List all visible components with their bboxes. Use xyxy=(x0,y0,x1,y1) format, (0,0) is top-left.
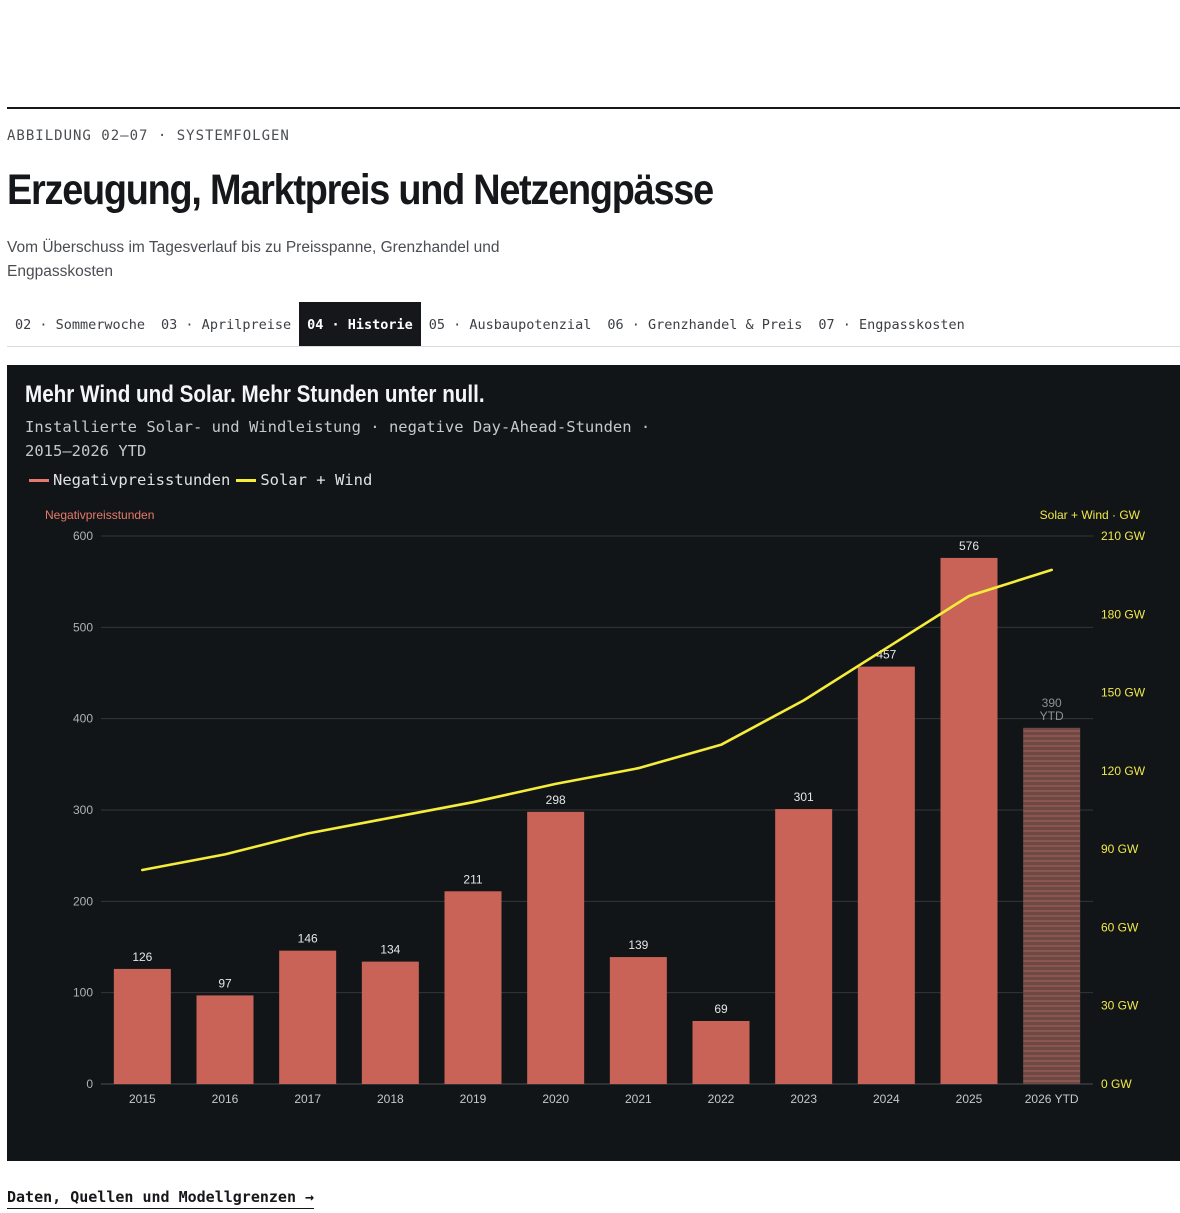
bar xyxy=(113,968,171,1084)
x-axis-tick-label: 2016 xyxy=(212,1092,239,1106)
header-rule xyxy=(7,107,1180,109)
bar xyxy=(940,557,998,1084)
x-axis-tick-label: 2015 xyxy=(129,1092,156,1106)
chart-subtitle: Installierte Solar- und Windleistung · n… xyxy=(25,418,651,460)
tab-sommerwoche[interactable]: 02 · Sommerwoche xyxy=(15,317,146,333)
tab-historie[interactable]: 04 · Historie xyxy=(299,302,421,346)
x-axis-tick-label: 2020 xyxy=(542,1092,569,1106)
bar-value-label: 126 xyxy=(132,950,152,964)
x-axis-tick-label: 2023 xyxy=(790,1092,817,1106)
tab-ausbaupotenzial[interactable]: 05 · Ausbaupotenzial xyxy=(428,317,592,333)
line-solar-wind xyxy=(141,568,1053,872)
right-axis-tick-label: 120 GW xyxy=(1101,764,1146,778)
page-subtitle: Vom Überschuss im Tagesverlauf bis zu Pr… xyxy=(7,239,500,280)
left-axis-tick-label: 200 xyxy=(73,894,93,908)
left-axis-tick-label: 100 xyxy=(73,986,93,1000)
right-axis-tick-label: 0 GW xyxy=(1101,1077,1132,1091)
legend-label: Negativpreisstunden xyxy=(53,471,231,489)
x-axis-tick-label: 2024 xyxy=(873,1092,900,1106)
right-axis-tick-label: 180 GW xyxy=(1101,607,1146,621)
tab-aprilpreise[interactable]: 03 · Aprilpreise xyxy=(161,317,292,333)
bar xyxy=(361,961,419,1084)
bar-partial-year xyxy=(1023,727,1081,1084)
tab-grenzhandel-preis[interactable]: 06 · Grenzhandel & Preis xyxy=(607,317,803,333)
page-title: Erzeugung, Marktpreis und Netzengpässe xyxy=(7,166,714,214)
legend-swatch-bar xyxy=(29,478,49,482)
data-sources-link[interactable]: Daten, Quellen und Modellgrenzen → xyxy=(7,1188,315,1209)
bar-value-label: 69 xyxy=(714,1002,728,1016)
x-axis-tick-label: 2019 xyxy=(460,1092,487,1106)
bar xyxy=(692,1020,750,1084)
left-axis-title: Negativpreisstunden xyxy=(45,508,154,522)
legend-item-negativpreisstunden: Negativpreisstunden xyxy=(29,471,230,489)
bar-value-label: 134 xyxy=(380,943,400,957)
x-axis-tick-label: 2022 xyxy=(708,1092,735,1106)
chart-panel: Mehr Wind und Solar. Mehr Stunden unter … xyxy=(7,365,1180,1161)
right-axis-tick-label: 150 GW xyxy=(1101,686,1146,700)
legend-label: Solar + Wind xyxy=(260,471,373,489)
right-axis-title: Solar + Wind · GW xyxy=(1040,508,1141,522)
bar-value-label: 298 xyxy=(546,793,566,807)
left-axis-tick-label: 0 xyxy=(86,1077,93,1091)
bar-value-label: 97 xyxy=(218,976,232,990)
legend-swatch-line xyxy=(236,478,257,482)
right-axis-tick-label: 210 GW xyxy=(1101,529,1146,543)
right-axis-tick-label: 90 GW xyxy=(1101,842,1139,856)
x-axis-tick-label: 2026 YTD xyxy=(1025,1092,1079,1106)
left-axis-tick-label: 400 xyxy=(73,712,93,726)
bar-value-label: 211 xyxy=(463,872,482,886)
chart-title: Mehr Wind und Solar. Mehr Stunden unter … xyxy=(25,381,485,408)
bar xyxy=(857,666,915,1084)
bar xyxy=(775,809,833,1084)
combo-chart: Negativpreisstunden Solar + Wind · GW 0 100… xyxy=(45,508,1146,1106)
bar-value-label: 576 xyxy=(959,539,979,553)
left-axis-tick-label: 500 xyxy=(73,620,93,634)
bar xyxy=(609,957,667,1084)
legend-item-solar-wind: Solar + Wind xyxy=(236,471,372,489)
figure-eyebrow: ABBILDUNG 02–07 · SYSTEMFOLGEN xyxy=(7,128,290,144)
bar-partial-note: YTD xyxy=(1040,709,1064,723)
chart-legend: Negativpreisstunden Solar + Wind xyxy=(29,471,378,489)
bar-value-label: 390 xyxy=(1042,696,1062,710)
figure-tabs: 02 · Sommerwoche 03 · Aprilpreise 04 · H… xyxy=(7,302,1180,347)
bar xyxy=(527,811,585,1084)
x-axis-tick-label: 2018 xyxy=(377,1092,404,1106)
right-axis-tick-label: 60 GW xyxy=(1101,920,1139,934)
bar xyxy=(444,891,502,1084)
right-axis-tick-label: 30 GW xyxy=(1101,999,1139,1013)
bar-value-label: 146 xyxy=(298,932,318,946)
left-axis-tick-label: 300 xyxy=(73,803,93,817)
tab-engpasskosten[interactable]: 07 · Engpasskosten xyxy=(818,317,965,333)
bar xyxy=(196,995,254,1084)
bar-value-label: 301 xyxy=(794,790,814,804)
bar xyxy=(279,950,337,1084)
x-axis-tick-label: 2025 xyxy=(956,1092,983,1106)
bar-value-label: 139 xyxy=(628,938,648,952)
bar-value-label: 457 xyxy=(876,648,896,662)
x-axis-tick-label: 2021 xyxy=(625,1092,652,1106)
left-axis-tick-label: 600 xyxy=(73,529,93,543)
x-axis-tick-label: 2017 xyxy=(294,1092,321,1106)
